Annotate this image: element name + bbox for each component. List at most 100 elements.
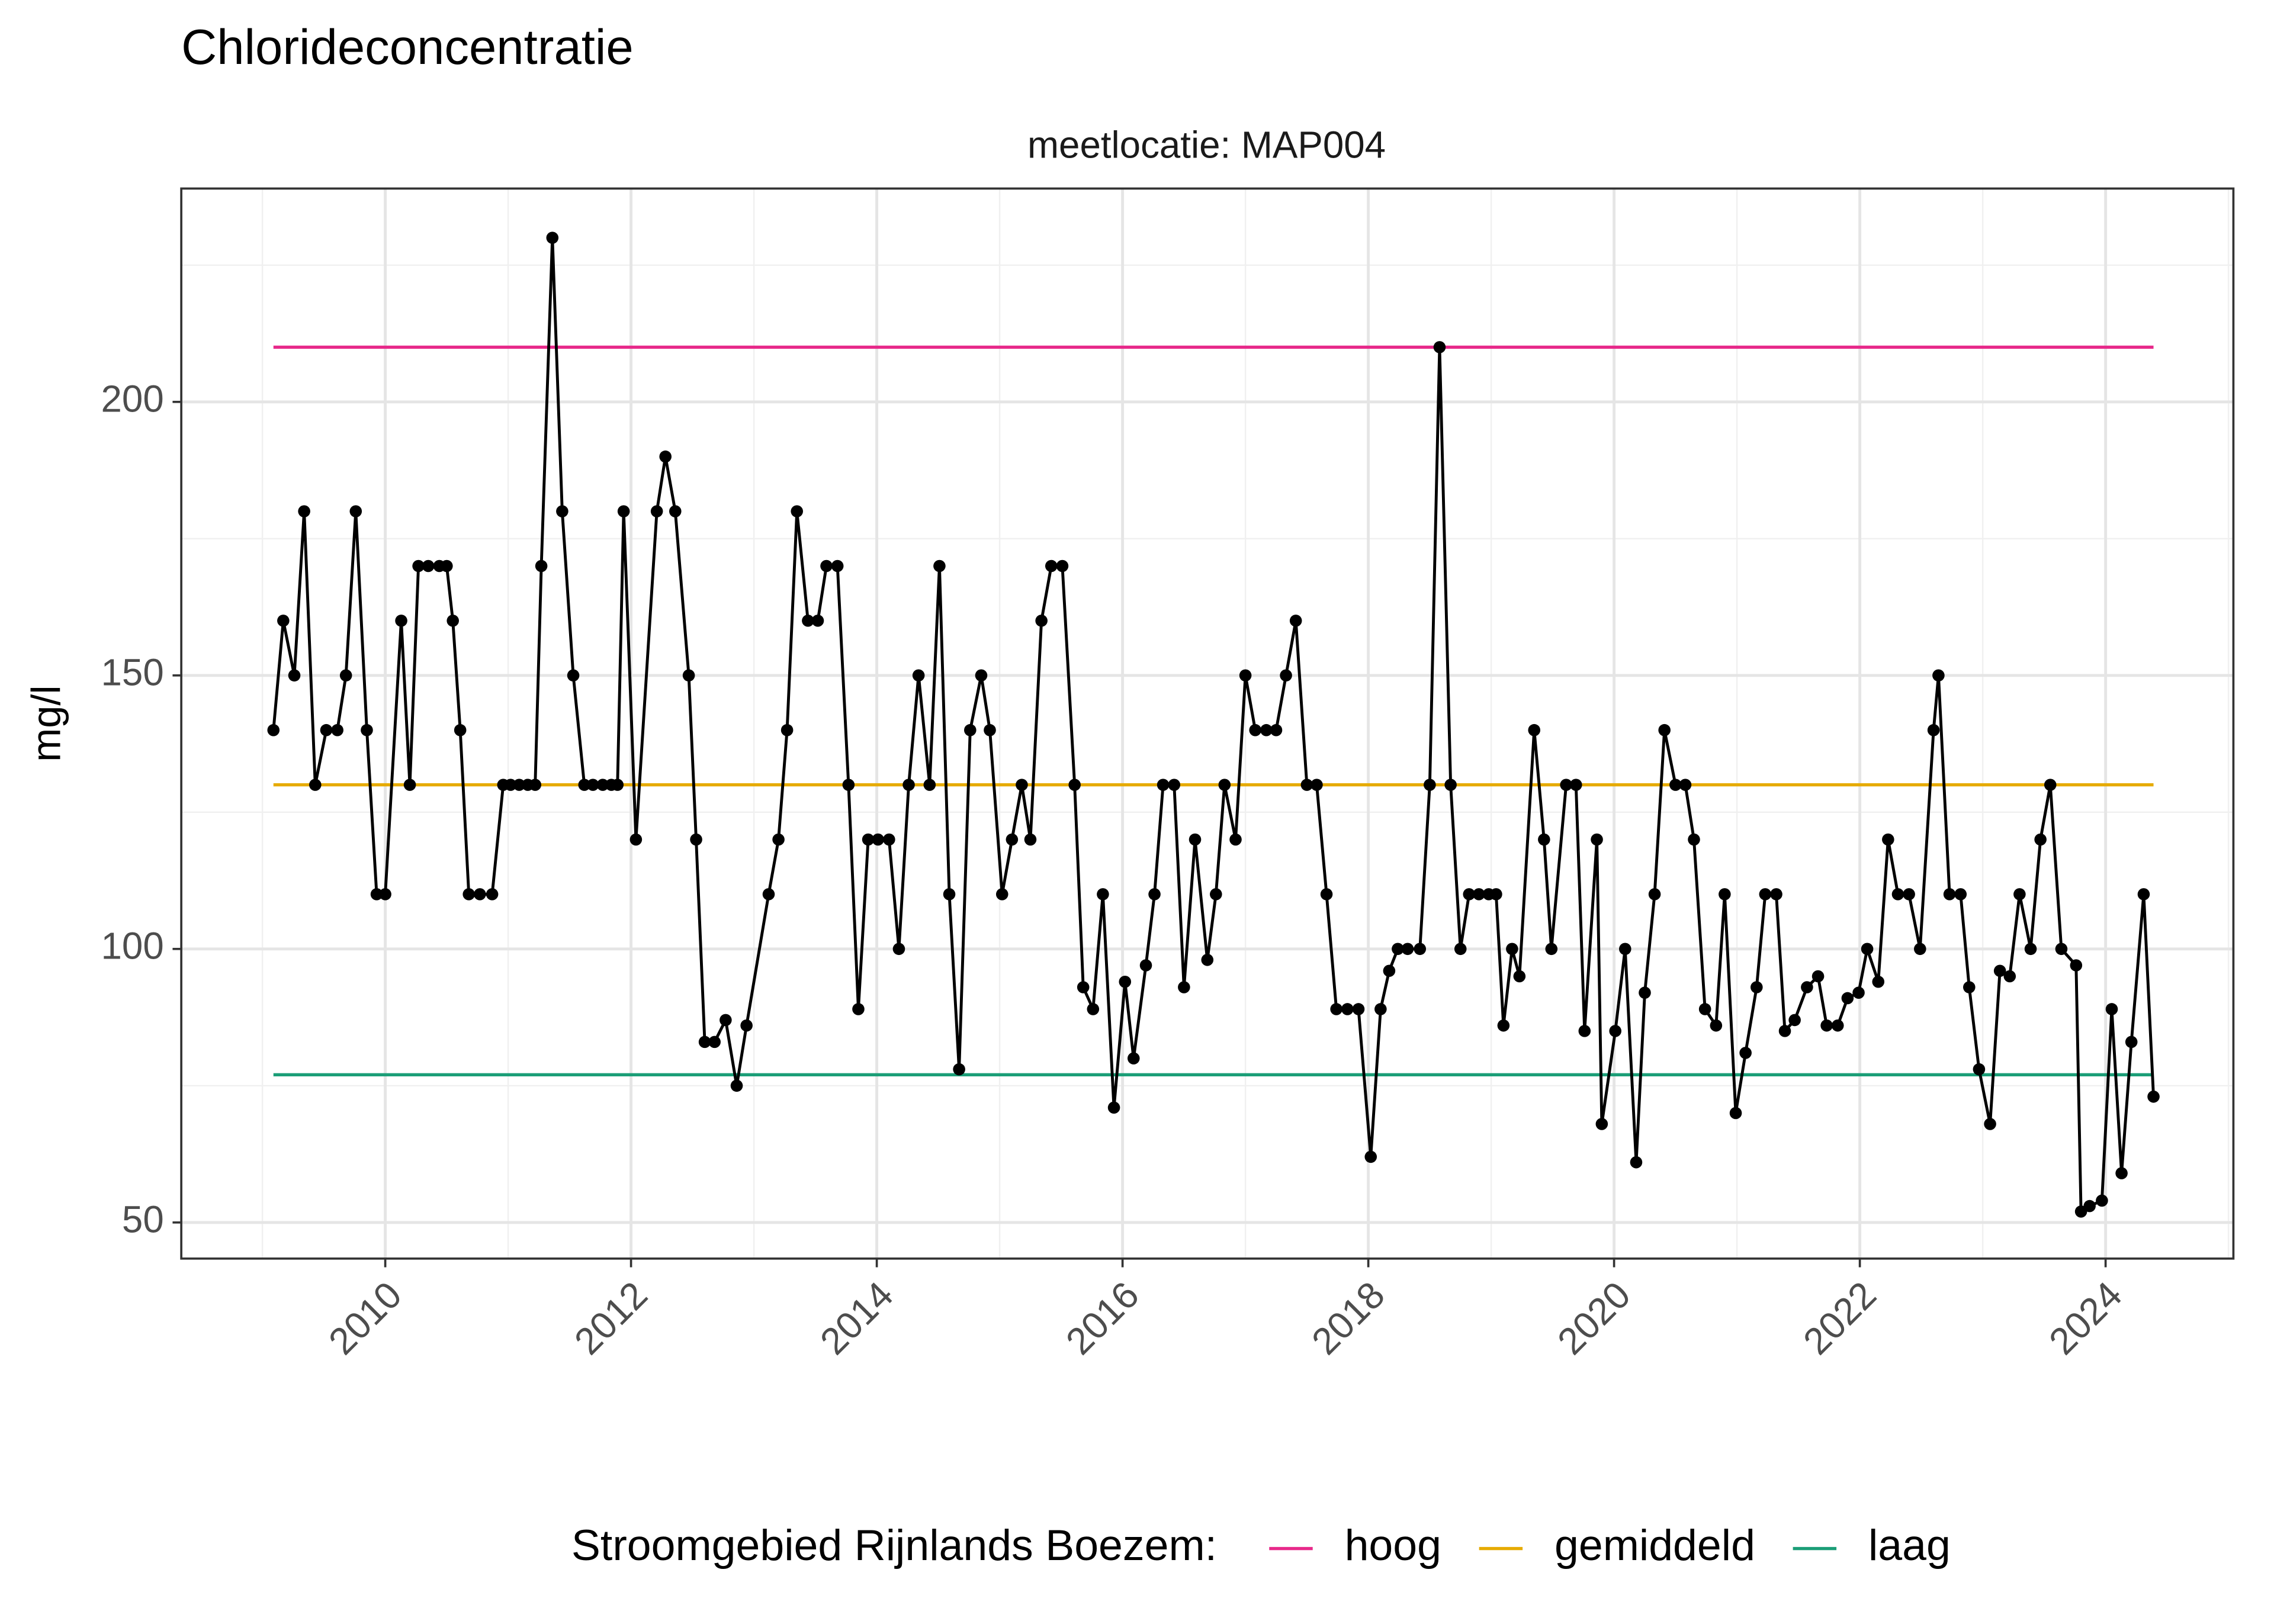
legend-label: gemiddeld <box>1554 1520 1755 1570</box>
data-point <box>1506 943 1518 956</box>
data-point <box>2147 1090 2160 1103</box>
legend-title: Stroomgebied Rijnlands Boezem: <box>571 1520 1217 1570</box>
data-point <box>1119 975 1132 988</box>
data-point <box>1778 1025 1791 1037</box>
legend-label: laag <box>1868 1520 1951 1570</box>
data-point <box>1414 943 1427 956</box>
data-point <box>309 779 322 791</box>
data-point <box>1087 1003 1100 1015</box>
data-point <box>611 779 624 791</box>
data-point <box>1719 888 1731 901</box>
data-point <box>1639 986 1651 999</box>
data-point <box>629 833 643 846</box>
data-point <box>1891 888 1904 901</box>
data-point <box>1107 1101 1120 1114</box>
y-tick-label: 100 <box>101 925 164 967</box>
data-point <box>1841 992 1854 1005</box>
data-point <box>586 779 599 791</box>
data-point <box>2083 1199 2096 1213</box>
data-point <box>923 779 936 791</box>
data-point <box>682 669 695 682</box>
data-point <box>1538 833 1550 846</box>
data-point <box>892 943 905 956</box>
data-point <box>1168 779 1181 791</box>
data-point <box>2137 888 2150 901</box>
data-point <box>1619 943 1631 956</box>
data-point <box>1943 888 1956 901</box>
data-point <box>1490 888 1502 901</box>
data-point <box>298 505 310 517</box>
data-point <box>720 1014 732 1027</box>
data-point <box>535 559 548 573</box>
data-point <box>708 1035 721 1049</box>
data-point <box>1320 888 1333 901</box>
data-point <box>1024 833 1037 846</box>
data-point <box>486 888 499 901</box>
data-point <box>1739 1047 1752 1059</box>
data-point <box>762 888 775 901</box>
data-point <box>1801 981 1813 993</box>
data-point <box>1497 1019 1510 1032</box>
data-point <box>811 615 824 627</box>
data-point <box>1658 723 1671 737</box>
data-point <box>872 833 884 846</box>
data-point <box>1424 779 1436 791</box>
data-point <box>943 888 956 901</box>
legend: Stroomgebied Rijnlands Boezem: hoog gemidd… <box>571 1520 1951 1570</box>
data-point <box>1698 1003 1711 1015</box>
data-point <box>556 505 568 517</box>
data-point <box>933 559 946 573</box>
data-point <box>2115 1167 2128 1179</box>
data-point <box>781 723 794 737</box>
data-point <box>513 779 526 791</box>
data-point <box>1560 779 1572 791</box>
data-point <box>1260 723 1273 737</box>
plot-marks <box>267 231 2160 1218</box>
data-point <box>1210 888 1222 901</box>
data-point <box>422 559 435 573</box>
data-point <box>1595 1118 1608 1130</box>
data-point <box>1914 943 1926 956</box>
data-point <box>1249 723 1261 737</box>
data-point <box>740 1019 753 1032</box>
data-point <box>659 450 672 463</box>
data-point <box>1630 1156 1643 1169</box>
data-point <box>2003 970 2016 983</box>
data-point <box>529 779 542 791</box>
data-point <box>567 669 580 682</box>
data-point <box>349 505 362 517</box>
data-point <box>820 559 833 573</box>
data-point <box>370 888 383 901</box>
data-point <box>1852 986 1865 999</box>
data-point <box>578 779 591 791</box>
chart-title: Chlorideconcentratie <box>181 20 634 75</box>
data-point <box>1016 779 1028 791</box>
data-point <box>1679 779 1692 791</box>
data-point <box>1270 723 1283 737</box>
data-point <box>1157 779 1170 791</box>
data-point <box>1882 833 1894 846</box>
data-point <box>1788 1014 1801 1027</box>
data-point <box>1513 970 1526 983</box>
data-point <box>617 505 630 517</box>
data-point <box>1341 1003 1354 1015</box>
data-point <box>1528 723 1541 737</box>
data-point <box>1068 779 1081 791</box>
data-point <box>1289 615 1302 627</box>
data-point <box>1984 1118 1996 1130</box>
data-point <box>1591 833 1603 846</box>
data-point <box>964 723 977 737</box>
data-point <box>984 723 996 737</box>
data-point <box>1056 559 1069 573</box>
data-point <box>2055 943 2068 956</box>
plot-border <box>180 187 2235 1260</box>
y-tick-label: 150 <box>101 652 164 694</box>
data-point <box>320 723 333 737</box>
data-point <box>339 669 352 682</box>
y-tick-label: 50 <box>122 1199 164 1241</box>
data-point <box>1973 1063 1986 1076</box>
data-point <box>1609 1025 1621 1037</box>
data-point <box>912 669 925 682</box>
data-point <box>2034 833 2047 846</box>
